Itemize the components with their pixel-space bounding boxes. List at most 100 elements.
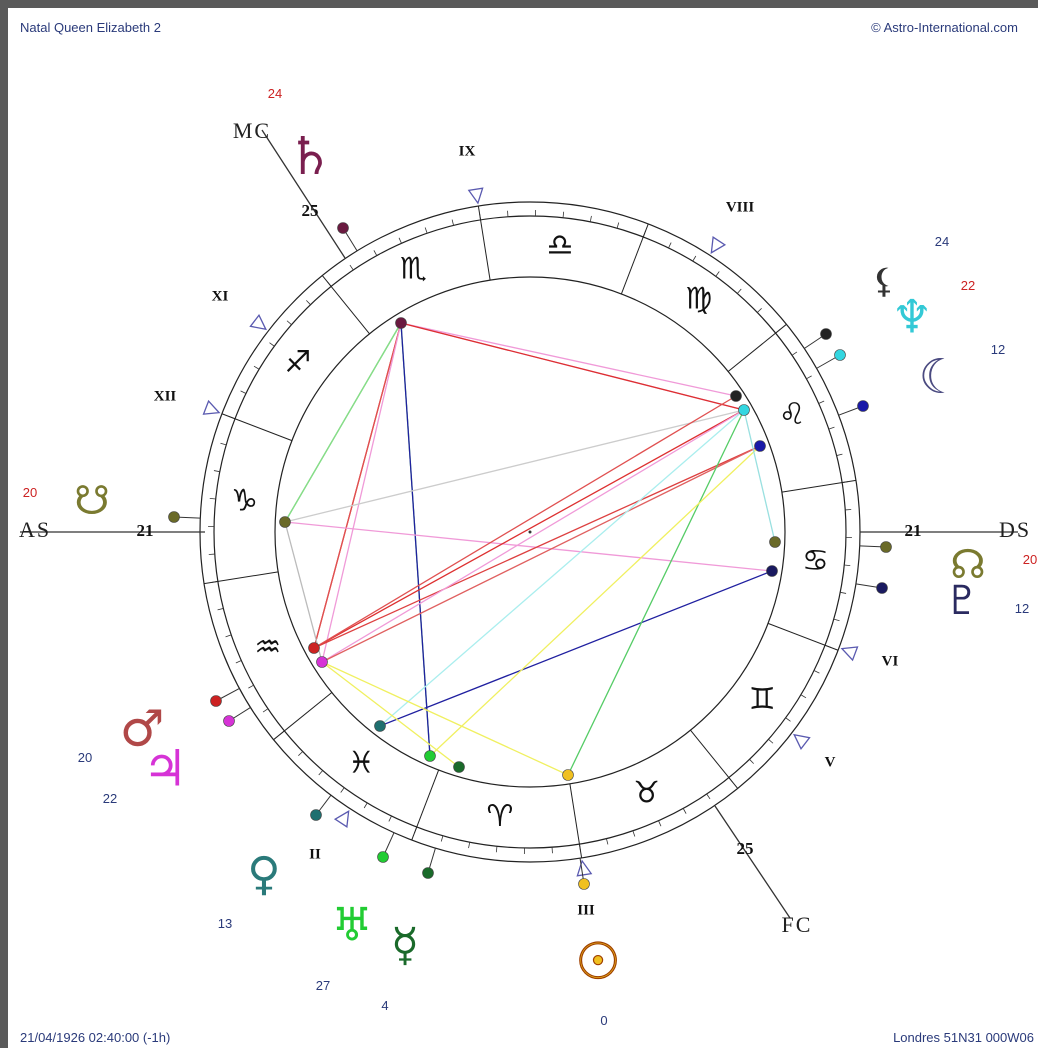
planet-glyph: ♀ [247, 847, 281, 901]
sign-boundary [321, 275, 370, 335]
zodiac-sign: ♉ [633, 776, 660, 811]
angle-label: AS [19, 517, 51, 542]
degree-tick [833, 618, 840, 622]
planet-glyph: ☿ [391, 918, 419, 972]
planet-outer-dot [377, 851, 389, 863]
planet-glyph: ♂ [120, 700, 165, 758]
planet-degree: 12 [1015, 601, 1029, 616]
degree-tick [836, 453, 843, 456]
planet-inner-dot [766, 565, 778, 577]
angle-label: FC [782, 912, 813, 937]
sign-boundary [477, 205, 491, 281]
angle-axis [714, 805, 791, 919]
planet-glyph: ♅ [331, 898, 372, 952]
planet-degree: 24 [268, 86, 282, 101]
planet-inner-dot [279, 516, 291, 528]
house-marker [467, 187, 484, 205]
planet-inner-dot [562, 769, 574, 781]
degree-tick [235, 660, 242, 664]
house-marker [202, 399, 221, 415]
degree-tick [828, 426, 835, 430]
aspect-line [284, 521, 773, 572]
planet-degree: 12 [991, 342, 1005, 357]
zodiac-sign: ♍ [685, 281, 712, 316]
planet-degree: 22 [961, 278, 975, 293]
planet-degree: 24 [935, 234, 949, 249]
planet-glyph: ♄ [287, 127, 334, 187]
planet-inner-dot [316, 656, 328, 668]
zodiac-sign: ♓ [348, 746, 375, 781]
degree-tick [363, 802, 368, 809]
planet-outer-dot [876, 582, 888, 594]
degree-tick [269, 342, 275, 347]
aspect-line [313, 409, 745, 649]
degree-tick [240, 390, 247, 394]
copyright: © Astro-International.com [871, 20, 1018, 35]
zodiac-sign: ♐ [284, 345, 311, 380]
frame-left [0, 0, 8, 1048]
aspect-line [321, 661, 569, 776]
zodiac-sign: ♏ [400, 251, 427, 286]
house-marker [840, 646, 859, 662]
aspect-line [321, 322, 402, 663]
planet-outer-dot [857, 400, 869, 412]
planet-outer-dot [223, 715, 235, 727]
degree-tick [451, 219, 454, 226]
degree-tick [658, 820, 662, 827]
aspect-line [379, 409, 745, 727]
aspect-line [313, 395, 737, 649]
planet-glyph: ♃ [143, 740, 188, 798]
planet-outer-dot [168, 511, 180, 523]
sign-boundary [569, 783, 583, 859]
degree-tick [398, 237, 402, 244]
sign-boundary [781, 479, 857, 493]
degree-tick [468, 842, 471, 849]
sign-boundary [690, 729, 739, 789]
degree-tick [209, 497, 216, 500]
house-marker [576, 859, 593, 877]
aspect-line [400, 322, 431, 757]
zodiac-sign: ♋ [802, 543, 829, 578]
aspect-line [379, 570, 773, 727]
degree-tick [682, 808, 687, 814]
zodiac-sign: ♒ [254, 630, 281, 665]
degree-tick [213, 470, 220, 473]
aspect-line [321, 445, 761, 663]
wheel: ♈♉♊♋♌♍♎♏♐♑♒♓AS 21 DS21MC25FC25IXVIIIXIXIIV… [19, 86, 1037, 1028]
house-numeral: II [309, 846, 321, 862]
planet-inner-dot [769, 536, 781, 548]
degree-tick [806, 375, 812, 380]
degree-tick [262, 708, 269, 713]
house-marker [333, 810, 350, 828]
degree-tick [632, 830, 636, 837]
aspect-line [284, 409, 745, 523]
degree-tick [749, 759, 754, 764]
planet-degree: 20 [78, 750, 92, 765]
degree-tick [340, 787, 345, 793]
degree-tick [306, 300, 311, 305]
planet-glyph: ☾ [918, 349, 961, 405]
sign-boundary [221, 413, 293, 442]
planet-outer-dot [578, 878, 590, 890]
frame-top [0, 0, 1038, 8]
aspect-line [429, 445, 761, 757]
planet-degree: 4 [381, 998, 388, 1013]
planet-outer-dot [337, 222, 349, 234]
aspect-line [743, 409, 776, 543]
sign-boundary [411, 769, 440, 841]
degree-tick [253, 365, 260, 370]
degree-tick [800, 694, 807, 699]
planet-inner-dot [424, 750, 436, 762]
degree-tick [791, 351, 798, 356]
angle-label: DS [999, 517, 1031, 542]
aspect-line [284, 322, 402, 523]
degree-tick [388, 815, 392, 822]
planet-degree: 22 [103, 791, 117, 806]
degree-tick [225, 634, 232, 638]
degree-tick [349, 264, 354, 271]
planet-inner-dot [738, 404, 750, 416]
aspect-line [321, 409, 745, 663]
degree-tick [217, 608, 224, 611]
date-time: 21/04/1926 02:40:00 (-1h) [20, 1030, 170, 1045]
